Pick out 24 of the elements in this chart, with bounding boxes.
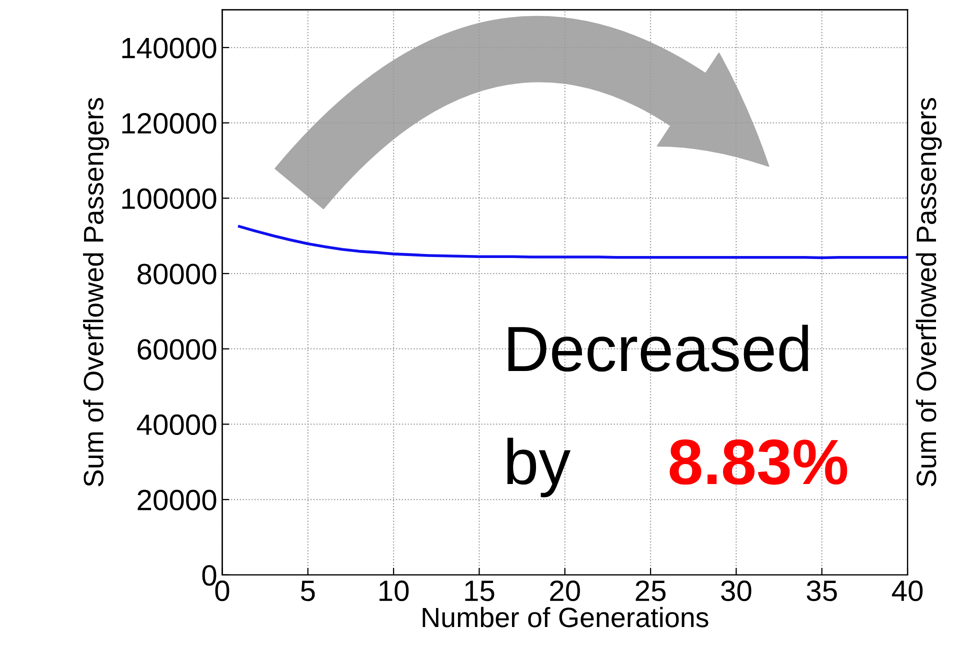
- x-tick-label: 0: [215, 580, 230, 602]
- line-series: [238, 225, 908, 260]
- y-axis-title: Sum of Overflowed Passengers: [83, 98, 109, 486]
- x-tick-label: 40: [892, 580, 923, 602]
- x-axis-title: Number of Generations: [422, 606, 708, 628]
- y-tick-label: 100000: [122, 188, 216, 210]
- x-tick-label: 25: [636, 580, 666, 602]
- y-tick-label: 0: [202, 565, 216, 586]
- y-tick-label: 120000: [122, 113, 216, 134]
- y-tick-label: 60000: [138, 339, 216, 360]
- x-tick-label: 5: [300, 580, 315, 602]
- annotation: Decreased: [508, 324, 808, 372]
- y-tick-label: 140000: [122, 38, 216, 58]
- y-tick-label: 80000: [138, 264, 216, 284]
- y-tick-label: 40000: [136, 414, 216, 436]
- x-tick-label: 30: [721, 580, 752, 602]
- x-tick-label: 20: [550, 580, 580, 602]
- annotation: 8.83%: [670, 439, 848, 485]
- y-tick-label: 20000: [138, 490, 216, 510]
- annotation: by: [507, 438, 571, 498]
- y2-axis-title: Sum of Overflowed Passengers: [916, 98, 942, 486]
- x-tick-label: 15: [465, 580, 494, 602]
- x-tick-label: 10: [380, 580, 409, 602]
- x-tick-label: 35: [806, 580, 837, 602]
